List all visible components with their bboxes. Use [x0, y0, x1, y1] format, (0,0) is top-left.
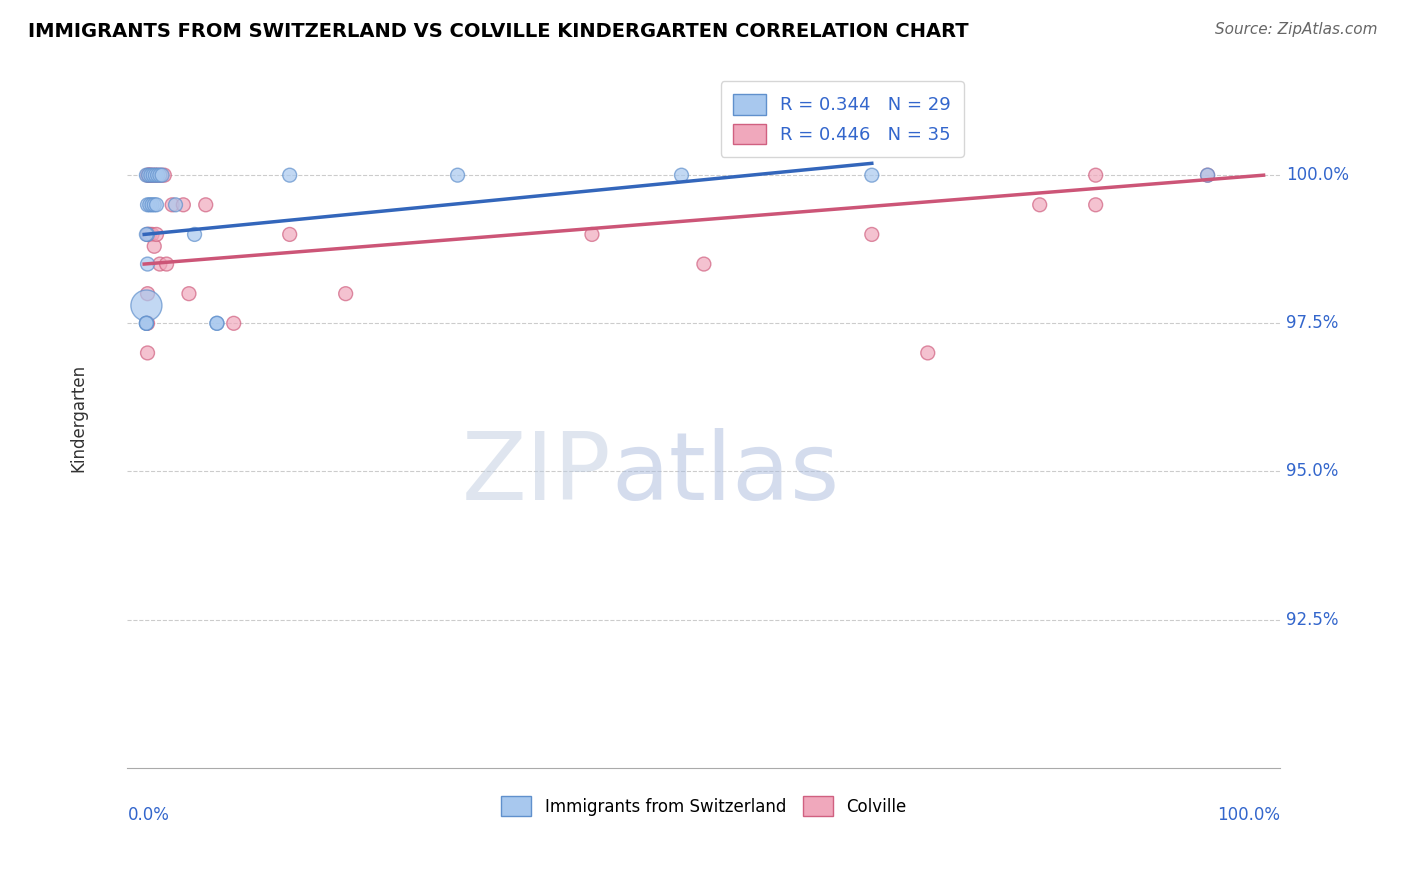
Point [135, 316, 157, 330]
Text: 95.0%: 95.0% [1286, 462, 1339, 481]
Text: 97.5%: 97.5% [1286, 314, 1339, 333]
Point [860, 168, 883, 182]
Point [278, 227, 301, 242]
Point [136, 227, 159, 242]
Text: 100.0%: 100.0% [1286, 166, 1350, 184]
Point [143, 239, 166, 253]
Point [139, 168, 162, 182]
Text: 92.5%: 92.5% [1286, 610, 1339, 629]
Point [135, 316, 157, 330]
Point [194, 198, 217, 212]
Text: Kindergarten: Kindergarten [69, 364, 87, 472]
Point [143, 198, 166, 212]
Point [135, 168, 157, 182]
Point [1084, 198, 1107, 212]
Point [446, 168, 468, 182]
Text: ZIP: ZIP [463, 428, 612, 520]
Point [142, 168, 165, 182]
Point [136, 227, 159, 242]
Point [139, 168, 162, 182]
Point [150, 168, 173, 182]
Point [335, 286, 357, 301]
Point [160, 198, 183, 212]
Point [222, 316, 245, 330]
Point [917, 346, 939, 360]
Point [1084, 168, 1107, 182]
Point [183, 227, 205, 242]
Point [693, 257, 716, 271]
Point [136, 257, 159, 271]
Legend: Immigrants from Switzerland, Colville: Immigrants from Switzerland, Colville [495, 789, 912, 822]
Point [155, 257, 177, 271]
Point [138, 227, 160, 242]
Point [149, 168, 172, 182]
Point [145, 168, 167, 182]
Point [145, 198, 167, 212]
Point [172, 198, 194, 212]
Point [671, 168, 693, 182]
Point [145, 227, 167, 242]
Point [136, 316, 159, 330]
Point [139, 168, 162, 182]
Text: IMMIGRANTS FROM SWITZERLAND VS COLVILLE KINDERGARTEN CORRELATION CHART: IMMIGRANTS FROM SWITZERLAND VS COLVILLE … [28, 22, 969, 41]
Point [177, 286, 200, 301]
Point [138, 168, 160, 182]
Text: Source: ZipAtlas.com: Source: ZipAtlas.com [1215, 22, 1378, 37]
Text: atlas: atlas [612, 428, 839, 520]
Point [205, 316, 228, 330]
Point [136, 346, 159, 360]
Point [860, 227, 883, 242]
Point [1197, 168, 1219, 182]
Point [145, 168, 167, 182]
Point [149, 257, 172, 271]
Point [135, 227, 157, 242]
Point [153, 168, 176, 182]
Point [136, 286, 159, 301]
Point [146, 168, 169, 182]
Point [142, 168, 165, 182]
Point [581, 227, 603, 242]
Text: 100.0%: 100.0% [1218, 806, 1281, 824]
Point [205, 316, 228, 330]
Point [135, 316, 157, 330]
Point [136, 168, 159, 182]
Point [1197, 168, 1219, 182]
Point [1028, 198, 1050, 212]
Point [135, 299, 157, 313]
Point [165, 198, 187, 212]
Point [139, 198, 162, 212]
Point [141, 198, 163, 212]
Point [138, 168, 160, 182]
Point [149, 168, 172, 182]
Point [139, 227, 162, 242]
Text: 0.0%: 0.0% [128, 806, 169, 824]
Point [136, 198, 159, 212]
Point [141, 227, 163, 242]
Point [278, 168, 301, 182]
Point [146, 168, 169, 182]
